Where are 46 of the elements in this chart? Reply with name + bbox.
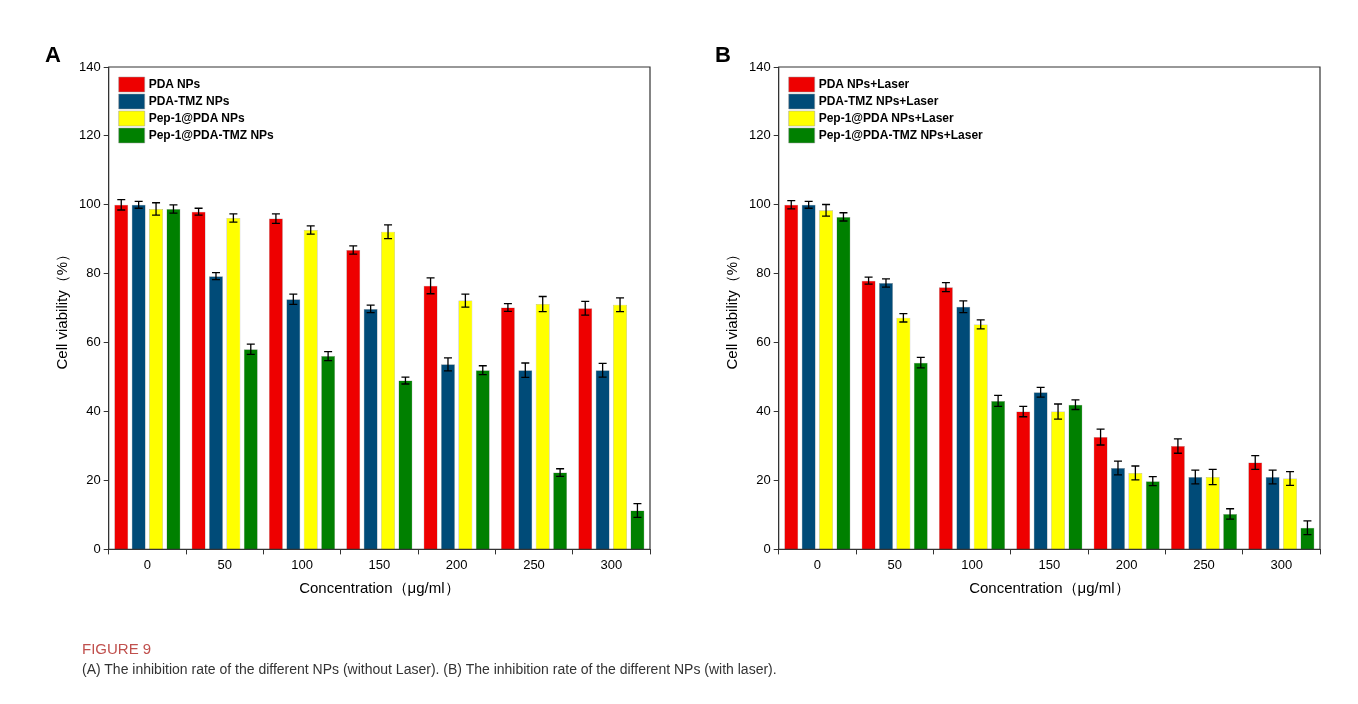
y-tick-label: 100 bbox=[748, 196, 771, 212]
y-tick-label: 60 bbox=[756, 334, 771, 350]
x-tick-label: 300 bbox=[600, 556, 623, 572]
y-tick-label: 120 bbox=[748, 127, 771, 143]
y-axis-title: Cell viability（%） bbox=[53, 246, 71, 370]
x-tick-label: 50 bbox=[887, 556, 902, 572]
x-tick-label: 200 bbox=[445, 556, 468, 572]
legend-label: PDA-TMZ NPs+Laser bbox=[818, 94, 939, 109]
x-tick-label: 100 bbox=[961, 556, 983, 572]
y-tick-label: 140 bbox=[748, 58, 771, 74]
legend-label: Pep-1@PDA NPs+Laser bbox=[818, 111, 954, 126]
legend-label: Pep-1@PDA NPs bbox=[148, 111, 245, 126]
x-tick-label: 50 bbox=[217, 556, 232, 572]
x-tick-label: 250 bbox=[523, 556, 545, 572]
x-axis-title: Concentration（μg/ml） bbox=[969, 579, 1130, 597]
x-tick-label: 100 bbox=[291, 556, 313, 572]
legend-label: PDA NPs+Laser bbox=[818, 77, 910, 92]
legend-label: PDA-TMZ NPs bbox=[148, 94, 230, 109]
y-tick-label: 60 bbox=[86, 334, 101, 350]
x-tick-label: 150 bbox=[368, 556, 391, 572]
chart-title: B bbox=[715, 42, 731, 67]
chart-title: A bbox=[45, 42, 61, 67]
x-tick-label: 0 bbox=[813, 556, 821, 572]
y-tick-label: 0 bbox=[93, 540, 101, 556]
y-tick-label: 80 bbox=[86, 265, 101, 281]
y-tick-label: 0 bbox=[763, 540, 771, 556]
y-tick-label: 140 bbox=[78, 58, 101, 74]
x-tick-label: 150 bbox=[1038, 556, 1061, 572]
x-tick-label: 300 bbox=[1270, 556, 1293, 572]
x-tick-label: 200 bbox=[1115, 556, 1138, 572]
legend-label: PDA NPs bbox=[148, 77, 201, 92]
y-tick-label: 40 bbox=[756, 403, 771, 419]
y-tick-label: 20 bbox=[86, 472, 101, 488]
legend-label: Pep-1@PDA-TMZ NPs+Laser bbox=[818, 128, 984, 143]
y-tick-label: 80 bbox=[756, 265, 771, 281]
x-tick-label: 250 bbox=[1193, 556, 1215, 572]
y-tick-label: 120 bbox=[78, 127, 101, 143]
text: (A) The inhibition rate of the different NPs (without Laser). (B) The inhibition rate of the different NPs (with laser). bbox=[82, 661, 777, 677]
x-axis-title: Concentration（μg/ml） bbox=[299, 579, 460, 597]
y-axis-title: Cell viability（%） bbox=[723, 246, 741, 370]
x-tick-label: 0 bbox=[143, 556, 151, 572]
y-tick-label: 20 bbox=[756, 472, 771, 488]
legend-label: Pep-1@PDA-TMZ NPs bbox=[148, 128, 275, 143]
y-tick-label: 40 bbox=[86, 403, 101, 419]
y-tick-label: 100 bbox=[78, 196, 101, 212]
caption: FIGURE 9 bbox=[82, 640, 153, 657]
